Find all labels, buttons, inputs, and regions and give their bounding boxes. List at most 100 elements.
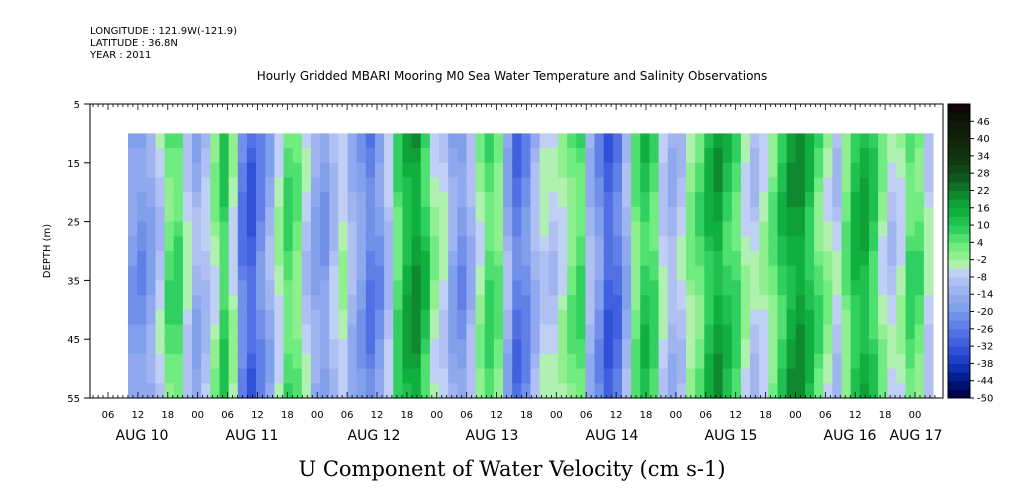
heatmap-cell — [192, 309, 202, 326]
heatmap-cell — [393, 192, 404, 208]
heatmap-cell — [256, 324, 266, 340]
heatmap-cell — [283, 368, 294, 384]
heatmap-cell — [155, 353, 166, 370]
heatmap-cell — [576, 295, 586, 311]
heatmap-cell — [667, 251, 678, 267]
heatmap-cell — [237, 148, 248, 164]
heatmap-cell — [493, 177, 504, 193]
heatmap-cell — [667, 353, 678, 370]
heatmap-cell — [164, 368, 175, 384]
heatmap-cell — [301, 368, 312, 384]
heatmap-cell — [201, 265, 211, 281]
heatmap-cell — [750, 265, 760, 281]
heatmap-cell — [466, 295, 477, 311]
heatmap-cell — [274, 162, 285, 179]
heatmap-cell — [329, 353, 339, 370]
heatmap-cell — [356, 383, 367, 399]
heatmap-cell — [585, 383, 596, 399]
heatmap-cell — [301, 339, 312, 355]
heatmap-cell — [484, 162, 495, 179]
heatmap-cell — [329, 206, 339, 223]
heatmap-cell — [466, 280, 477, 296]
heatmap-cell — [887, 265, 898, 281]
heatmap-cell — [356, 265, 367, 281]
heatmap-cell — [521, 162, 532, 179]
heatmap-cell — [292, 324, 303, 340]
heatmap-cell — [594, 162, 605, 179]
heatmap-cell — [210, 353, 221, 370]
heatmap-cell — [640, 177, 651, 193]
heatmap-cell — [228, 368, 239, 384]
heatmap-cell — [457, 177, 468, 193]
heatmap-cell — [731, 383, 742, 399]
heatmap-cell — [411, 265, 422, 281]
heatmap-cell — [320, 309, 330, 326]
heatmap-cell — [338, 177, 349, 193]
heatmap-cell — [612, 295, 623, 311]
heatmap-cell — [393, 162, 404, 179]
heatmap-cell — [768, 309, 779, 326]
x-day-label: AUG 13 — [466, 428, 519, 444]
heatmap-cell — [301, 221, 312, 237]
heatmap-cell — [667, 309, 678, 326]
heatmap-cell — [320, 339, 330, 355]
heatmap-cell — [329, 133, 339, 149]
heatmap-cell — [475, 295, 486, 311]
heatmap-cell — [283, 295, 294, 311]
heatmap-cell — [411, 324, 422, 340]
heatmap-cell — [640, 339, 651, 355]
heatmap-cell — [256, 309, 266, 326]
heatmap-cell — [137, 162, 147, 179]
heatmap-cell — [603, 309, 614, 326]
heatmap-cell — [164, 309, 175, 326]
heatmap-cell — [173, 236, 184, 252]
heatmap-cell — [731, 192, 742, 208]
heatmap-cell — [402, 177, 413, 193]
heatmap-cell — [256, 295, 266, 311]
heatmap-cell — [878, 353, 888, 370]
heatmap-cell — [420, 309, 431, 326]
heatmap-cell — [219, 148, 230, 164]
heatmap-cell — [750, 221, 760, 237]
heatmap-cell — [750, 324, 760, 340]
heatmap-cell — [219, 383, 230, 399]
heatmap-cell — [832, 251, 843, 267]
heatmap-cell — [594, 324, 605, 340]
heatmap-cell — [420, 192, 431, 208]
heatmap-cell — [887, 368, 898, 384]
colorbar-swatch — [948, 181, 970, 191]
heatmap-cell — [155, 383, 166, 399]
heatmap-cell — [576, 206, 586, 223]
heatmap-cell — [731, 353, 742, 370]
heatmap-cell — [804, 206, 815, 223]
heatmap-cell — [402, 265, 413, 281]
heatmap-cell — [356, 162, 367, 179]
heatmap-cell — [850, 353, 861, 370]
heatmap-cell — [686, 206, 696, 223]
heatmap-cell — [530, 339, 541, 355]
heatmap-cell — [704, 339, 715, 355]
heatmap-cell — [347, 206, 358, 223]
heatmap-cell — [731, 280, 742, 296]
heatmap-cell — [896, 192, 907, 208]
heatmap-cell — [777, 177, 788, 193]
heatmap-cell — [841, 148, 852, 164]
heatmap-cell — [219, 280, 230, 296]
heatmap-cell — [365, 251, 376, 267]
heatmap-cell — [676, 206, 687, 223]
heatmap-cell — [338, 295, 349, 311]
heatmap-cell — [320, 148, 330, 164]
heatmap-cell — [228, 324, 239, 340]
heatmap-cell — [777, 383, 788, 399]
heatmap-cell — [402, 221, 413, 237]
heatmap-cell — [429, 280, 440, 296]
heatmap-cell — [896, 280, 907, 296]
heatmap-cell — [795, 324, 806, 340]
heatmap-cell — [603, 177, 614, 193]
heatmap-cell — [868, 280, 879, 296]
heatmap-cell — [823, 162, 833, 179]
heatmap-cell — [612, 177, 623, 193]
heatmap-cell — [557, 309, 568, 326]
heatmap-cell — [768, 236, 779, 252]
heatmap-cell — [420, 280, 431, 296]
